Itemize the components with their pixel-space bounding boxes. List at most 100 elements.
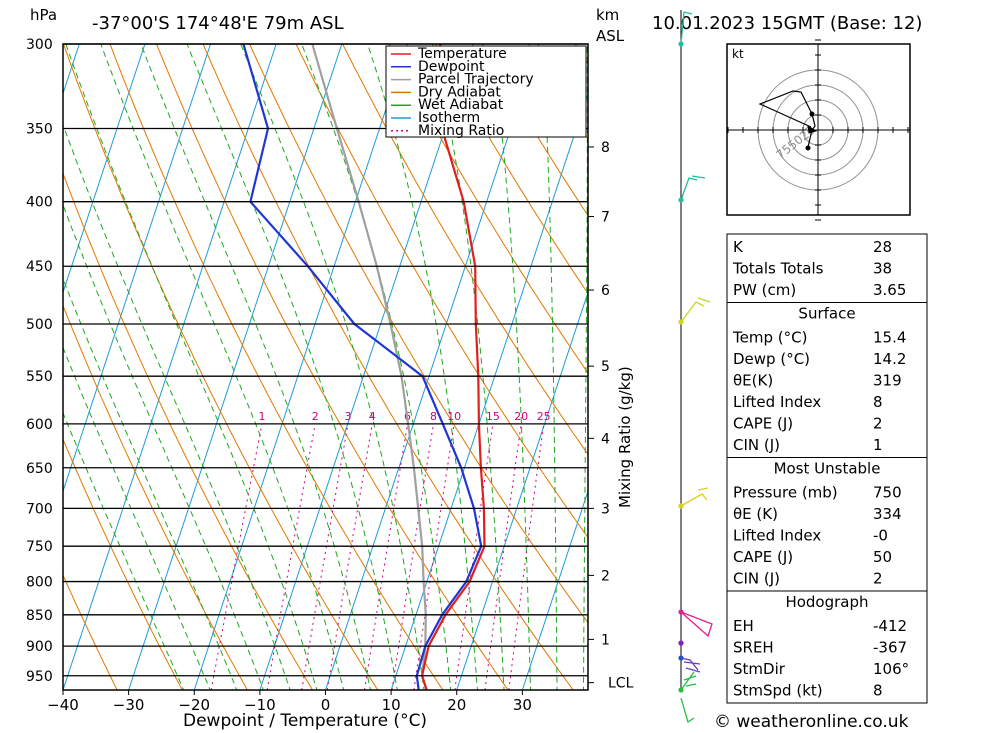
table-row-value: 106°: [873, 660, 909, 678]
dry-adiabat-line: [342, 44, 588, 456]
legend-label: Mixing Ratio: [418, 123, 504, 139]
mixing-ratio-label: 25: [537, 410, 551, 423]
legend-label: Wet Adiabat: [418, 97, 504, 113]
mixing-ratio-label: 8: [430, 410, 437, 423]
table-row-label: CIN (J): [733, 436, 780, 454]
x-tick-label: 10: [382, 696, 401, 714]
mixing-ratio-labels: 1 2 3 4 6 8 10 15 20 25: [259, 410, 551, 423]
table-row-value: 2: [873, 415, 883, 433]
table-row-label: θE(K): [733, 372, 773, 390]
isotherm-line: [521, 489, 588, 690]
table-row-label: StmDir: [733, 660, 786, 678]
mixing-ratio-line: [301, 423, 349, 690]
storm-motion-marker: [807, 125, 818, 134]
table-row-value: 8: [873, 393, 883, 411]
pressure-tick-label: 650: [26, 461, 53, 477]
dry-adiabat-line: [63, 304, 248, 690]
wet-adiabat-line: [63, 277, 238, 690]
km-tick-label: 4: [601, 431, 610, 447]
mixing-ratio-line: [413, 423, 455, 690]
pressure-tick-label: 600: [26, 417, 53, 433]
x-tick-label: 30: [513, 696, 532, 714]
pressure-tick-label: 950: [26, 669, 53, 685]
table-row-label: K: [733, 238, 744, 256]
temperature-line: [421, 44, 486, 690]
legend-label: Dry Adiabat: [418, 84, 501, 100]
x-axis-title: Dewpoint / Temperature (°C): [183, 711, 427, 731]
location-title: -37°00'S 174°48'E 79m ASL: [92, 13, 344, 34]
plot-frame: [62, 43, 589, 691]
mixing-ratio-label: 2: [312, 410, 319, 423]
mixing-ratio-line: [391, 423, 434, 690]
dry-adiabat-line: [295, 44, 588, 539]
mixing-ratio-label: 10: [447, 410, 461, 423]
table-row-value: 50: [873, 548, 892, 566]
table-row-label: Temp (°C): [732, 329, 807, 347]
isotherm-line: [63, 44, 277, 690]
dry-adiabat-line: [202, 44, 574, 690]
wind-barb: [680, 611, 713, 638]
table-row-label: Totals Totals: [732, 260, 824, 278]
hodograph-point: [809, 111, 815, 117]
isotherm-line: [259, 44, 474, 690]
copyright-text: © weatheronline.co.uk: [714, 712, 909, 732]
isotherm-line: [63, 44, 146, 294]
table-row-value: 319: [873, 372, 902, 390]
km-tick-label: 1: [601, 632, 610, 648]
surface-table-frame: [726, 302, 928, 458]
km-tick-label: 5: [601, 359, 610, 375]
mixing-ratio-axis-title: Mixing Ratio (g/kg): [616, 366, 634, 508]
wind-level-dot: [678, 640, 684, 646]
mixing-ratio-label: 15: [486, 410, 500, 423]
mixing-ratio-label: 4: [369, 410, 376, 423]
mixing-ratio-line: [484, 423, 522, 690]
wind-barb: [680, 671, 697, 724]
table-row-label: θE (K): [733, 505, 778, 523]
wet-adiabat-line: [63, 123, 291, 690]
table-row-label: SREH: [733, 639, 774, 657]
table-row-value: -367: [873, 639, 907, 657]
dry-adiabat-line: [109, 44, 444, 690]
pressure-tick-label: 550: [26, 369, 53, 385]
datetime-title: 10.01.2023 15GMT (Base: 12): [652, 13, 922, 34]
legend-label: Dewpoint: [418, 59, 485, 75]
table-row-label: CAPE (J): [733, 415, 793, 433]
km-tick-label: 2: [601, 568, 610, 584]
table-row-value: 3.65: [873, 281, 906, 299]
pressure-tick-label: 900: [26, 639, 53, 655]
km-tick-label: 3: [601, 501, 610, 517]
table-row-value: 28: [873, 238, 892, 256]
x-tick-label: −30: [113, 696, 145, 714]
wet-adiabat-line: [491, 44, 532, 690]
wet-adiabat-line: [63, 346, 211, 690]
pressure-unit-label: hPa: [30, 6, 57, 24]
lcl-label: LCL: [608, 676, 634, 692]
dry-adiabat-line: [63, 172, 314, 690]
isotherm-line: [63, 44, 80, 96]
pressure-tick-label: 300: [26, 37, 53, 53]
indices-table-frame: [726, 233, 928, 303]
hodograph-unit-label: kt: [732, 47, 744, 61]
table-row-label: CIN (J): [733, 570, 780, 588]
hodograph-point: [805, 145, 811, 151]
table-row-value: 15.4: [873, 329, 906, 347]
background-lines: [63, 44, 1000, 690]
dry-adiabat-line: [156, 44, 509, 690]
table-row-value: 1: [873, 436, 883, 454]
wind-barb: [680, 11, 693, 45]
isotherm-line: [456, 290, 588, 690]
table-row-label: StmSpd (kt): [733, 682, 823, 700]
table-row-value: 38: [873, 260, 892, 278]
mixing-ratio-line: [508, 423, 545, 690]
km-tick-label: 6: [601, 283, 610, 299]
pressure-tick-label: 450: [26, 259, 53, 275]
isotherm-line: [325, 44, 540, 690]
x-tick-label: 0: [321, 696, 331, 714]
legend-box: [385, 45, 587, 138]
isotherm-line: [193, 44, 408, 690]
table-row-value: 750: [873, 484, 902, 502]
km-tick-label: 7: [601, 210, 610, 226]
wind-barb: [680, 487, 709, 507]
dry-adiabat-line: [994, 44, 1000, 690]
